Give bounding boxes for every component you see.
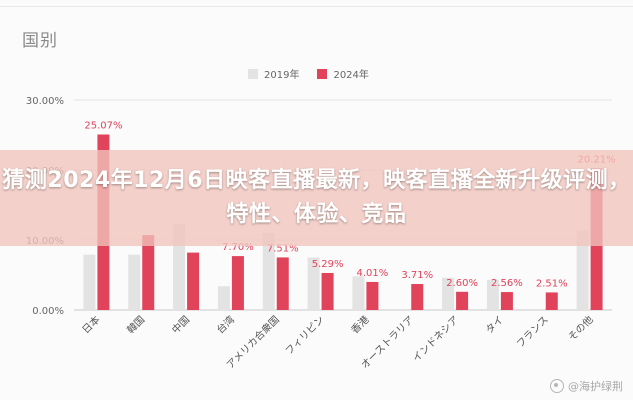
x-tick-label: タイ — [483, 314, 506, 337]
bar-2024 — [545, 292, 558, 310]
legend-label-2024: 2024年 — [333, 70, 369, 81]
chart-legend: 2019年 2024年 — [248, 66, 369, 81]
bar-2024 — [366, 281, 379, 310]
x-tick-label: 香港 — [349, 314, 372, 337]
x-tick-label: 中国 — [169, 313, 192, 336]
bar-2024 — [411, 284, 424, 310]
data-label: 4.01% — [357, 268, 389, 279]
data-label: 5.29% — [312, 259, 344, 270]
data-label: 2.51% — [536, 278, 568, 289]
bar-2024 — [276, 257, 289, 310]
bar-2024 — [500, 292, 513, 310]
headline-text: 猜测2024年12月6日映客直播最新，映客直播全新升级评测，特性、体验、竞品 — [2, 168, 631, 227]
legend-label-2019: 2019年 — [264, 70, 300, 81]
x-tick-label: 台湾 — [214, 313, 237, 336]
x-tick-label: インドネシア — [410, 314, 461, 365]
bar-2019 — [128, 254, 141, 310]
bar-2024 — [321, 272, 334, 310]
data-label: 3.71% — [401, 270, 433, 281]
x-tick-label: フィリピン — [283, 314, 327, 358]
data-label: 7.51% — [267, 243, 299, 254]
bar-2024 — [231, 256, 244, 310]
legend-item-2019: 2019年 — [248, 66, 299, 81]
x-tick-label: 日本 — [79, 313, 102, 336]
chart-title: 国别 — [22, 31, 58, 51]
bar-2019 — [352, 276, 365, 310]
bar-2019 — [83, 254, 96, 310]
legend-swatch-2019 — [248, 68, 258, 79]
top-divider — [0, 6, 633, 7]
legend-swatch-2024 — [317, 68, 328, 79]
bar-2024 — [456, 291, 469, 310]
data-label: 7.70% — [222, 242, 254, 253]
bar-2024 — [142, 235, 155, 310]
bar-2019 — [576, 230, 589, 310]
data-label: 25.07% — [84, 121, 122, 132]
bar-2019 — [486, 279, 499, 310]
x-tick-label: その他 — [565, 313, 595, 343]
x-tick-label: 韓国 — [125, 314, 148, 337]
legend-item-2024: 2024年 — [317, 66, 369, 81]
watermark-text: @海护绿荆 — [568, 380, 623, 393]
y-tick-label: 0.00% — [32, 306, 64, 317]
x-tick-label: フランス — [514, 314, 551, 351]
bar-2019 — [262, 233, 275, 310]
watermark-logo-icon — [550, 379, 564, 393]
data-label: 2.60% — [446, 278, 478, 289]
watermark: @海护绿荆 — [550, 378, 623, 394]
bar-2019 — [442, 277, 455, 310]
y-tick-label: 30.00% — [26, 96, 64, 107]
headline-banner: 猜测2024年12月6日映客直播最新，映客直播全新升级评测，特性、体验、竞品 — [0, 150, 633, 246]
bar-2019 — [307, 257, 320, 310]
data-label: 2.56% — [491, 278, 523, 289]
bar-2019 — [217, 286, 230, 310]
bar-2024 — [187, 252, 200, 310]
